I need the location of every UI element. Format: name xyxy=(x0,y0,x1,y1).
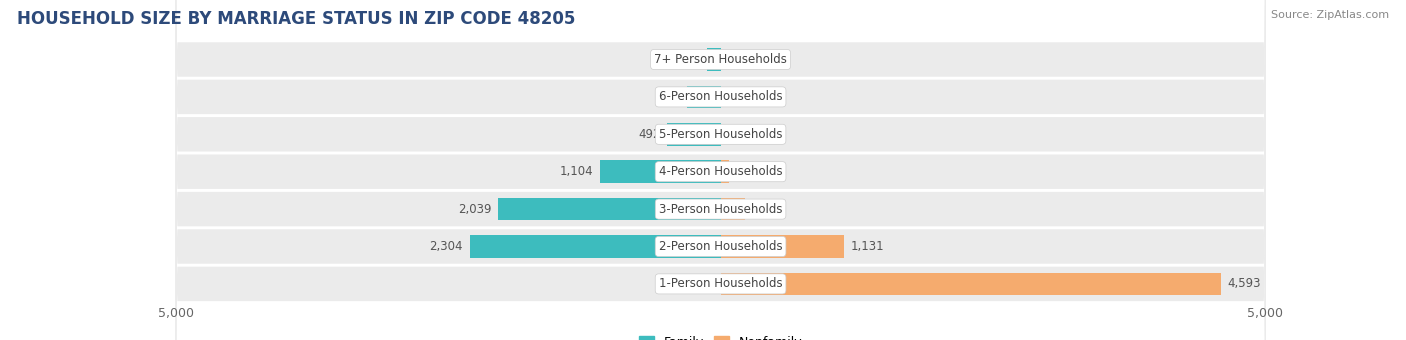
Text: 7+ Person Households: 7+ Person Households xyxy=(654,53,787,66)
Bar xyxy=(498,198,721,220)
FancyBboxPatch shape xyxy=(176,0,1265,340)
Text: 76: 76 xyxy=(735,165,751,178)
Text: 2,304: 2,304 xyxy=(429,240,463,253)
Text: 226: 226 xyxy=(752,203,775,216)
Text: 4,593: 4,593 xyxy=(1227,277,1261,290)
FancyBboxPatch shape xyxy=(176,0,1265,340)
FancyBboxPatch shape xyxy=(176,0,1265,340)
Bar xyxy=(600,160,721,183)
FancyBboxPatch shape xyxy=(176,0,1265,340)
Text: 2,039: 2,039 xyxy=(458,203,492,216)
Legend: Family, Nonfamily: Family, Nonfamily xyxy=(634,331,807,340)
Bar xyxy=(470,235,721,258)
Text: 2-Person Households: 2-Person Households xyxy=(659,240,782,253)
Text: 4-Person Households: 4-Person Households xyxy=(659,165,782,178)
Text: 1,131: 1,131 xyxy=(851,240,884,253)
Text: 492: 492 xyxy=(638,128,661,141)
Bar xyxy=(686,86,721,108)
Text: Source: ZipAtlas.com: Source: ZipAtlas.com xyxy=(1271,10,1389,20)
Bar xyxy=(721,273,1220,295)
Bar xyxy=(721,235,844,258)
Bar xyxy=(721,198,745,220)
FancyBboxPatch shape xyxy=(176,0,1265,340)
Text: 1,104: 1,104 xyxy=(560,165,593,178)
Text: 5-Person Households: 5-Person Households xyxy=(659,128,782,141)
Bar xyxy=(721,160,728,183)
Bar xyxy=(666,123,721,146)
Text: HOUSEHOLD SIZE BY MARRIAGE STATUS IN ZIP CODE 48205: HOUSEHOLD SIZE BY MARRIAGE STATUS IN ZIP… xyxy=(17,10,575,28)
Text: 6-Person Households: 6-Person Households xyxy=(659,90,782,103)
FancyBboxPatch shape xyxy=(176,0,1265,340)
Text: 312: 312 xyxy=(658,90,681,103)
Text: 3-Person Households: 3-Person Households xyxy=(659,203,782,216)
Text: 129: 129 xyxy=(678,53,700,66)
Text: 1-Person Households: 1-Person Households xyxy=(659,277,782,290)
Bar xyxy=(707,48,721,71)
FancyBboxPatch shape xyxy=(176,0,1265,340)
